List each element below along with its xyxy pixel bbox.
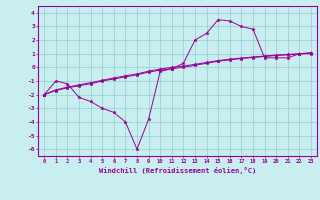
X-axis label: Windchill (Refroidissement éolien,°C): Windchill (Refroidissement éolien,°C) [99, 167, 256, 174]
